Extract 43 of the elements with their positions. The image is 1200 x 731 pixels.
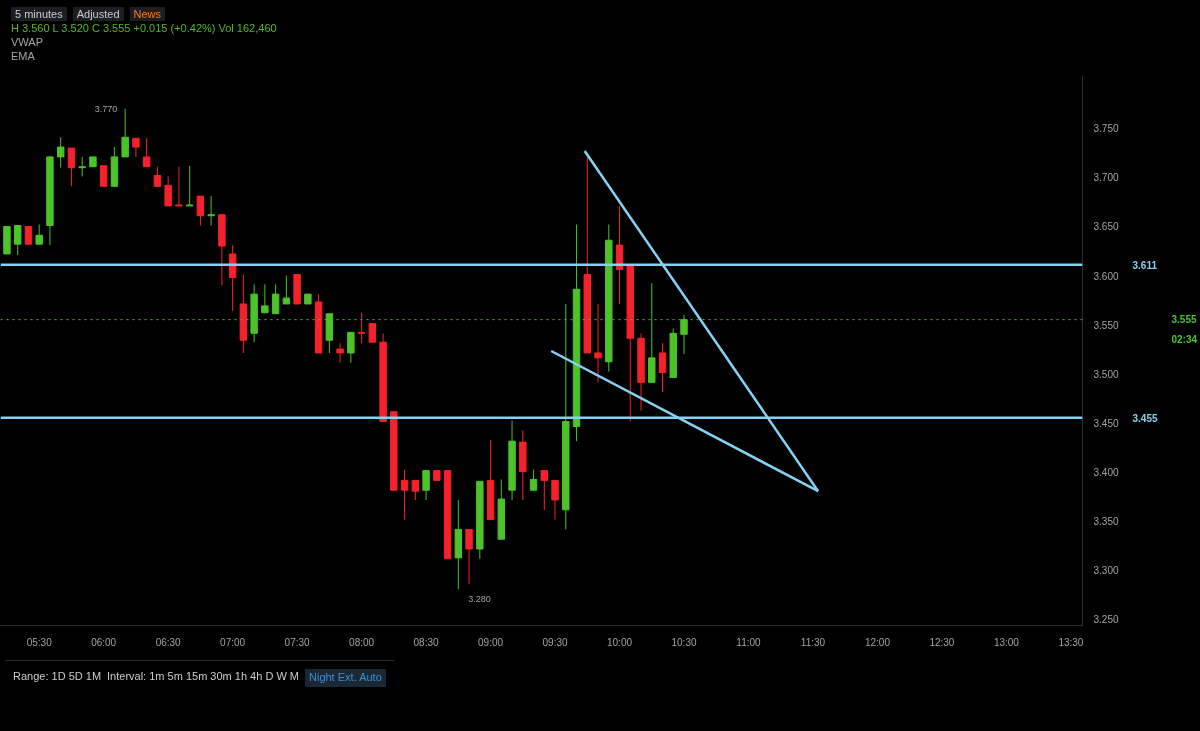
ref-line-label: 3.455: [1132, 412, 1158, 424]
x-tick-label: 08:30: [413, 636, 440, 648]
ref-line-label: 3.555: [1171, 314, 1197, 326]
x-tick-label: 05:30: [26, 636, 53, 648]
y-tick-label: 3.400: [1093, 466, 1119, 478]
x-tick-label: 13:00: [993, 636, 1020, 648]
y-tick-label: 3.550: [1093, 319, 1119, 331]
text: Night Ext. Auto: [305, 669, 386, 687]
text: H 3.560 L 3.520 C 3.555 +0.015 (+0.42%) Vol 162,460: [11, 22, 277, 34]
y-tick-label: 3.600: [1093, 270, 1119, 282]
x-tick-label: 09:00: [478, 636, 504, 648]
y-tick-label: 3.750: [1093, 123, 1119, 135]
x-tick-label: 10:30: [671, 636, 697, 648]
text: VWAP: [11, 36, 43, 48]
y-tick-label: 3.450: [1093, 417, 1119, 429]
y-tick-label: 3.700: [1093, 172, 1119, 184]
y-tick-label: 3.650: [1093, 221, 1119, 233]
text: Interval: 1m 5m 15m 30m 1h 4h D W M: [107, 669, 299, 684]
text: 5 minutes: [11, 7, 67, 21]
x-tick-label: 06:00: [91, 636, 117, 648]
ref-line-label: 3.611: [1132, 259, 1158, 271]
text: Range: 1D 5D 1M: [13, 669, 102, 684]
x-tick-label: 12:00: [864, 636, 891, 648]
y-tick-label: 3.250: [1093, 613, 1119, 625]
x-tick-label: 09:30: [542, 636, 568, 648]
y-tick-label: 3.300: [1093, 564, 1119, 576]
x-tick-label: 13:30: [1058, 636, 1084, 648]
annotation: 3.770: [94, 103, 118, 114]
x-tick-label: 11:30: [800, 636, 826, 648]
annotation: 3.280: [468, 594, 491, 605]
text: EMA: [11, 50, 35, 62]
x-tick-label: 10:00: [607, 636, 633, 648]
text: 02:34: [1171, 333, 1198, 345]
y-tick-label: 3.500: [1093, 368, 1119, 380]
x-tick-label: 07:00: [220, 636, 246, 648]
x-tick-label: 07:30: [284, 636, 311, 648]
text: News: [129, 7, 166, 21]
y-tick-label: 3.350: [1093, 515, 1119, 527]
x-tick-label: 11:00: [736, 636, 762, 648]
x-tick-label: 08:00: [349, 636, 375, 648]
x-tick-label: 12:30: [929, 636, 955, 648]
text: Adjusted: [72, 7, 124, 21]
x-tick-label: 06:30: [155, 636, 182, 648]
